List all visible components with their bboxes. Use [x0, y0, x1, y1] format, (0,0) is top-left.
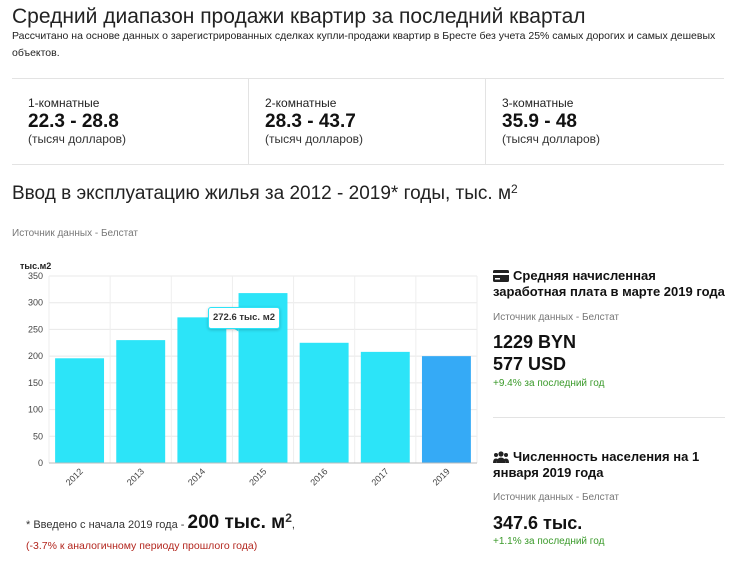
y-tick-label: 0 [38, 458, 43, 468]
x-tick-label: 2016 [308, 466, 329, 487]
y-tick-label: 250 [28, 324, 43, 334]
x-tick-label: 2019 [431, 466, 452, 487]
x-tick-label: 2013 [125, 466, 146, 487]
y-axis-label: тыс.м2 [20, 261, 51, 271]
note-sup: 2 [285, 511, 292, 525]
population-title-text: Численность населения на 1 января 2019 г… [493, 449, 700, 480]
x-tick-label: 2015 [247, 466, 268, 487]
salary-block: Средняя начисленная заработная плата в м… [493, 268, 725, 389]
note-prefix: * Введено с начала 2019 года - [26, 519, 188, 531]
range-value: 28.3 - 43.7 [265, 111, 356, 132]
population-change: +1.1% за последний год [493, 536, 605, 547]
population-source: Источник данных - Белстат [493, 492, 620, 503]
bar-2019 [421, 356, 471, 463]
y-tick-label: 50 [33, 431, 43, 441]
price-ranges: 1-комнатные 22.3 - 28.8 (тысяч долларов)… [12, 78, 724, 165]
chart-tooltip: 272.6 тыс. м2 [208, 307, 280, 329]
range-unit: (тысяч долларов) [28, 132, 127, 146]
side-divider [493, 417, 725, 418]
bar-2014 [177, 317, 227, 463]
housing-note-change: (-3.7% к аналогичному периоду прошлого г… [26, 540, 258, 552]
housing-title-text: Ввод в эксплуатацию жилья за 2012 - 2019… [12, 183, 512, 204]
page-title: Средний диапазон продажи квартир за посл… [12, 5, 586, 28]
x-tick-label: 2017 [369, 466, 390, 487]
note-value: 200 тыс. м [187, 512, 286, 533]
salary-title-text: Средняя начисленная заработная плата в м… [493, 268, 725, 299]
people-icon [493, 451, 509, 463]
population-title: Численность населения на 1 января 2019 г… [493, 449, 725, 481]
population-block: Численность населения на 1 января 2019 г… [493, 449, 725, 547]
range-unit: (тысяч долларов) [265, 132, 364, 146]
range-1-room: 1-комнатные 22.3 - 28.8 (тысяч долларов) [12, 79, 249, 164]
salary-change: +9.4% за последний год [493, 378, 605, 389]
range-label: 1-комнатные [28, 96, 100, 110]
bar-2017 [360, 351, 410, 463]
note-suffix: , [291, 519, 295, 531]
range-3-room: 3-комнатные 35.9 - 48 (тысяч долларов) [486, 79, 723, 164]
bar-2013 [116, 340, 166, 463]
y-tick-label: 100 [28, 405, 43, 415]
x-tick-label: 2014 [186, 466, 207, 487]
salary-source: Источник данных - Белстат [493, 312, 620, 323]
population-value: 347.6 тыс. [493, 513, 583, 533]
y-tick-label: 200 [28, 351, 43, 361]
salary-value-usd: 577 USD [493, 354, 567, 374]
bar-2012 [55, 358, 105, 463]
money-icon [493, 270, 509, 282]
range-label: 3-комнатные [502, 96, 574, 110]
range-label: 2-комнатные [265, 96, 337, 110]
range-value: 22.3 - 28.8 [28, 111, 119, 132]
range-value: 35.9 - 48 [502, 111, 577, 132]
housing-title: Ввод в эксплуатацию жилья за 2012 - 2019… [12, 182, 518, 205]
range-2-room: 2-комнатные 28.3 - 43.7 (тысяч долларов) [249, 79, 486, 164]
housing-source: Источник данных - Белстат [12, 228, 139, 239]
x-tick-label: 2012 [64, 466, 85, 487]
y-tick-label: 300 [28, 298, 43, 308]
salary-value-byn: 1229 BYN [493, 332, 577, 352]
housing-note: * Введено с начала 2019 года - 200 тыс. … [26, 511, 295, 534]
range-unit: (тысяч долларов) [502, 132, 601, 146]
bar-2016 [299, 342, 349, 463]
housing-title-sup: 2 [511, 182, 518, 196]
page-subtitle: Рассчитано на основе данных о зарегистри… [12, 30, 716, 59]
y-tick-label: 350 [28, 271, 43, 281]
salary-title: Средняя начисленная заработная плата в м… [493, 268, 725, 300]
y-tick-label: 150 [28, 378, 43, 388]
